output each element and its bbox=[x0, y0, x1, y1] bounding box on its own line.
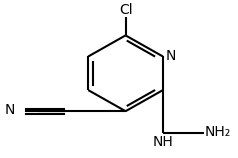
Text: N: N bbox=[165, 49, 176, 64]
Text: NH₂: NH₂ bbox=[205, 125, 231, 139]
Text: Cl: Cl bbox=[119, 3, 132, 17]
Text: N: N bbox=[5, 103, 15, 117]
Text: NH: NH bbox=[153, 135, 173, 149]
